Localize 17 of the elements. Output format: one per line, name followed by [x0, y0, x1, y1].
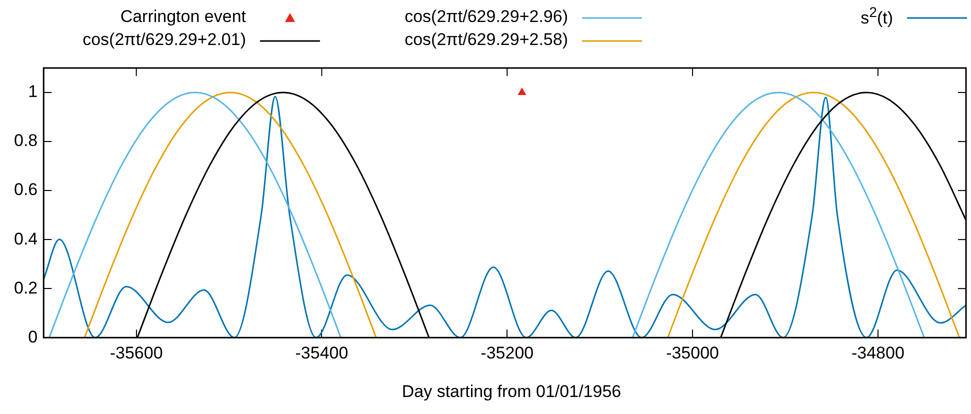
x-tick-label: -35400 [295, 343, 348, 362]
y-tick-label: 0.6 [14, 180, 38, 200]
y-tick-label: 0.2 [14, 278, 38, 298]
y-tick-label: 0.4 [14, 229, 38, 248]
x-tick-label: -35600 [110, 343, 163, 362]
legend-label: s$^{2}$(t) [860, 5, 893, 29]
x-tick-label: -35000 [666, 343, 720, 362]
x-tick-label: -35200 [480, 343, 534, 362]
legend-label: cos(2πt/629.29+2.58) [404, 30, 568, 50]
y-tick-label: 0.8 [14, 131, 38, 150]
legend-label: cos(2πt/629.29+2.01) [82, 30, 246, 50]
legend-label: cos(2πt/629.29+2.96) [404, 7, 568, 27]
x-tick-label: -34800 [851, 343, 904, 362]
y-tick-label: 1 [28, 82, 38, 102]
legend-label: Carrington event [120, 7, 246, 27]
y-tick-label: 0 [28, 327, 38, 346]
x-axis-title: Day starting from 01/01/1956 [400, 382, 622, 402]
